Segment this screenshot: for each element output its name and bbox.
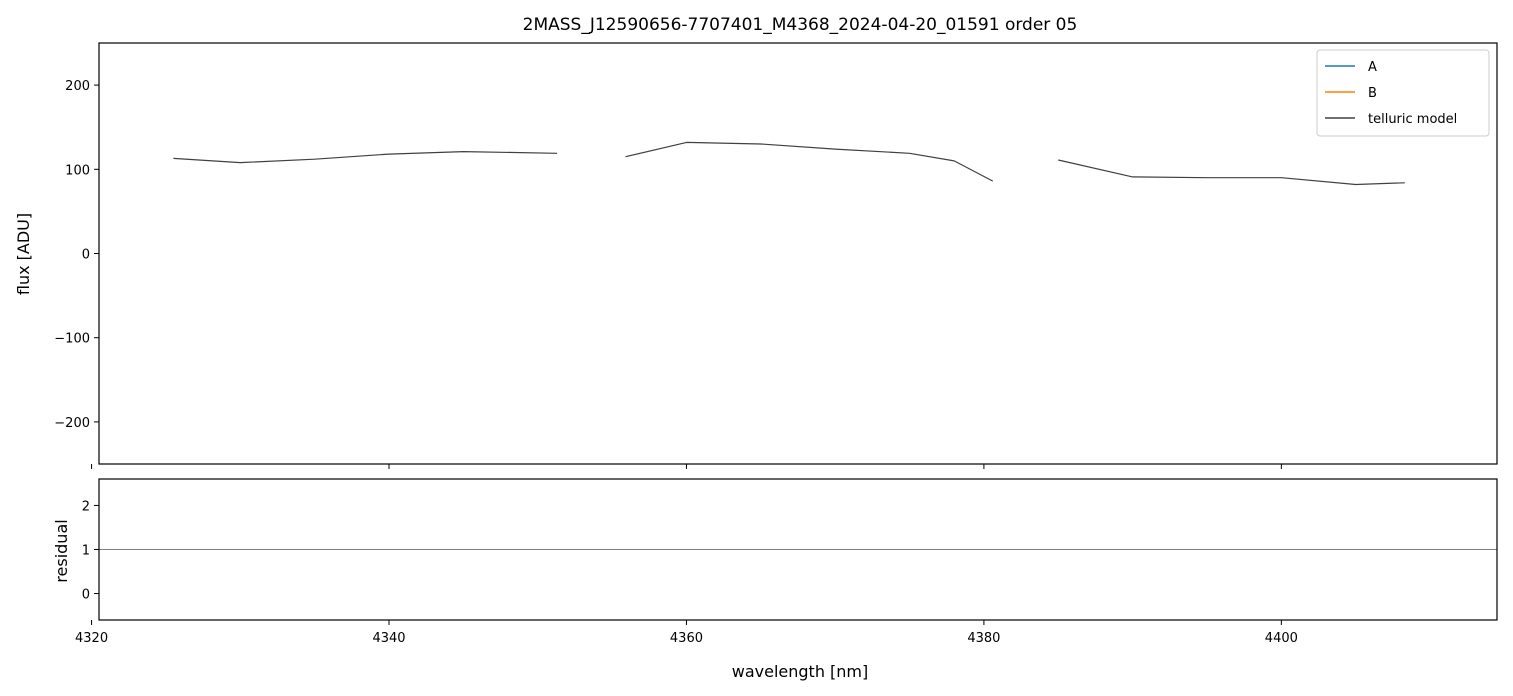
x-tick-label: 4400 <box>1265 631 1298 646</box>
residual-plot-area <box>99 549 1497 550</box>
figure-title: 2MASS_J12590656-7707401_M4368_2024-04-20… <box>523 15 1078 35</box>
flux-y-tick-label: 100 <box>65 163 90 178</box>
residual-y-axis-label: residual <box>52 519 71 582</box>
flux-ticks: −200 −100 0 100 200 <box>54 79 1282 469</box>
residual-panel: 0 1 2 4320 4340 4360 4380 4400 residual wavelen… <box>52 478 1498 681</box>
legend-label-telluric: telluric model <box>1368 112 1457 127</box>
x-tick-label: 4340 <box>372 631 405 646</box>
flux-y-tick-label: 0 <box>82 248 90 263</box>
x-tick-label: 4320 <box>75 631 108 646</box>
x-tick-label: 4380 <box>967 631 1000 646</box>
legend-label-b: B <box>1368 86 1377 101</box>
flux-y-tick-label: −200 <box>54 416 90 431</box>
legend: A B telluric model <box>1316 49 1490 137</box>
residual-y-tick-label: 0 <box>82 588 90 603</box>
flux-panel: −200 −100 0 100 200 flux [ADU] A B telluric … <box>14 42 1498 469</box>
residual-y-tick-label: 2 <box>82 499 90 514</box>
legend-label-a: A <box>1368 60 1377 75</box>
flux-y-tick-label: −100 <box>54 332 90 347</box>
x-tick-label: 4360 <box>670 631 703 646</box>
flux-y-axis-label: flux [ADU] <box>14 213 33 295</box>
residual-y-tick-label: 1 <box>82 544 90 559</box>
legend-box <box>1316 49 1490 137</box>
flux-plot-area <box>173 141 1405 186</box>
x-axis-label: wavelength [nm] <box>732 662 869 681</box>
flux-y-tick-label: 200 <box>65 79 90 94</box>
telluric-model-line <box>173 141 1405 186</box>
residual-ticks: 0 1 2 4320 4340 4360 4380 4400 <box>75 499 1298 646</box>
